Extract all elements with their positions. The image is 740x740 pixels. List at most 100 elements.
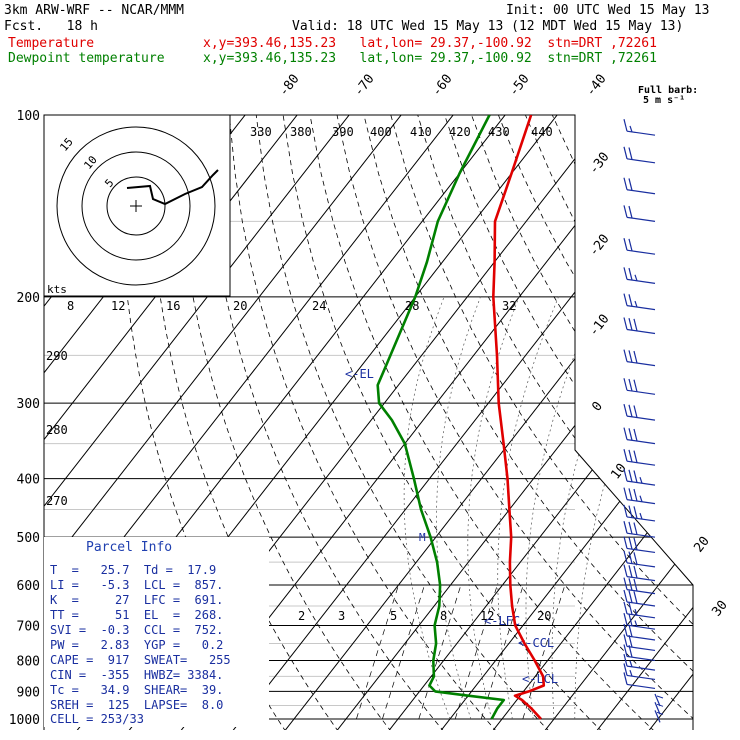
pressure-tick-label: 400 (17, 473, 40, 488)
wind-barb (623, 634, 656, 652)
wind-barb-flag (628, 613, 633, 627)
wind-barb (623, 589, 656, 607)
mixing-ratio-line (418, 584, 462, 720)
dry-adiabat-line (444, 115, 693, 730)
wind-barb-flag (623, 613, 628, 626)
wind-barb-staff (626, 683, 656, 690)
parcel-info-row: CELL = 253/33 (50, 712, 144, 726)
mixing-ratio-label: 8 (440, 609, 447, 623)
barb-legend-value: 5 m s⁻¹ (643, 95, 685, 106)
wind-barb-flag (628, 205, 633, 219)
moist-adiabat-line (403, 296, 451, 720)
wind-barb-flag (623, 177, 628, 190)
theta-e-label: 410 (410, 125, 432, 139)
wind-barb-flag (623, 653, 628, 667)
wind-barb-flag (628, 488, 633, 501)
pressure-tick-label: 800 (17, 654, 40, 669)
parcel-info-row: LI = -5.3 LCL = 857. (50, 578, 224, 592)
pressure-tick-label: 500 (17, 531, 40, 546)
isotherm-label: -70 (351, 72, 377, 100)
wind-barb-flag (633, 450, 638, 463)
wind-barb (623, 550, 656, 568)
theta-e-label: 400 (370, 125, 392, 139)
isotherm-label: -50 (506, 72, 532, 100)
wind-barb-staff (654, 702, 661, 715)
wind-barb-flag (623, 349, 628, 362)
wind-barb-staff (626, 547, 656, 554)
isotherm-line (647, 115, 693, 730)
theta-e-label: 420 (449, 125, 471, 139)
wind-barb-flag (633, 522, 638, 535)
pressure-tick-label: 600 (17, 579, 40, 594)
wind-barb-flag (623, 146, 628, 159)
wind-barb-flag (633, 405, 638, 418)
wind-barb-flag (623, 634, 628, 647)
dewpoint-station-info: x,y=393.46,135.23 lat,lon= 29.37,-100.92… (203, 51, 657, 66)
dry-adiabat-line (525, 115, 693, 730)
temperature-profile (491, 115, 546, 720)
temperature-legend-label: Temperature (8, 36, 95, 51)
dry-adiabat-line (363, 115, 693, 730)
mixing-ratio-line (356, 584, 399, 720)
wind-barb-flag (623, 672, 628, 685)
wind-barb-staff (626, 613, 656, 619)
pressure-tick-label: 900 (17, 685, 40, 700)
wind-barb (623, 317, 656, 335)
dry-adiabat-line (578, 115, 693, 730)
wind-barb-staff (626, 216, 656, 222)
wind-barb-flag (628, 350, 633, 363)
wind-barb (623, 663, 656, 681)
isotherm-label: 30 (709, 598, 730, 620)
isotherm-line (595, 115, 693, 730)
wind-barb-flag (623, 589, 628, 603)
wind-barb-flag (623, 403, 628, 417)
wind-barb-staff (626, 665, 656, 671)
wind-barb-flag (634, 274, 638, 281)
wind-barb-flag (628, 428, 633, 441)
theta-e-label: 440 (531, 125, 553, 139)
wind-barb-flag (623, 238, 628, 251)
parcel-info-row: SREH = 125 LAPSE= 8.0 (50, 698, 224, 712)
wind-barb-flag (633, 488, 638, 502)
wind-barb (623, 403, 656, 421)
wind-barb-flag (628, 602, 633, 615)
wind-barb-flag (623, 521, 628, 534)
wind-barb-flag (628, 404, 633, 417)
wind-barb-flag (633, 537, 638, 551)
wind-barb-flag (623, 119, 628, 132)
mixing-ratio-line (480, 584, 524, 720)
wind-barb (623, 487, 656, 505)
wind-barb-flag (628, 537, 633, 550)
wind-barb (623, 119, 656, 136)
parcel-info-row: CAPE = 917 SWEAT= 255 (50, 653, 231, 667)
wind-barb-flag (623, 487, 628, 500)
wind-barb (623, 577, 656, 595)
dry-adiabat-line (336, 115, 693, 730)
isotherm-line (700, 102, 740, 732)
wind-barb-flag (623, 293, 628, 306)
dry-adiabat-line (282, 115, 603, 730)
wind-barb-flag (628, 565, 633, 578)
barb-legend-title: Full barb: (638, 85, 698, 96)
wind-barb-flag (633, 318, 638, 332)
parcel-info-row: Tc = 34.9 SHEAR= 39. (50, 683, 224, 697)
wind-barb-staff (626, 460, 656, 466)
isotherm-label: -10 (586, 312, 612, 340)
wind-barb-flag (628, 238, 633, 252)
wind-barb (623, 267, 656, 284)
wind-barb-staff (626, 389, 656, 395)
wind-barb-staff (654, 710, 661, 723)
wind-barb-flag (639, 495, 643, 502)
hodo-speed-label: 20 (233, 299, 247, 313)
wind-barb-staff (626, 130, 656, 136)
wind-barb-flag (628, 147, 633, 160)
isotherm-label: -30 (586, 150, 612, 178)
wind-barb (623, 613, 656, 630)
wind-barb-staff (626, 439, 656, 445)
dry-adiabat-line (309, 115, 656, 730)
isotherm-line (439, 115, 693, 730)
wind-barb-flag (629, 125, 633, 133)
temperature-station-info: x,y=393.46,135.23 lat,lon= 29.37,-100.92… (203, 36, 657, 51)
moist-adiabat-line (525, 296, 599, 720)
